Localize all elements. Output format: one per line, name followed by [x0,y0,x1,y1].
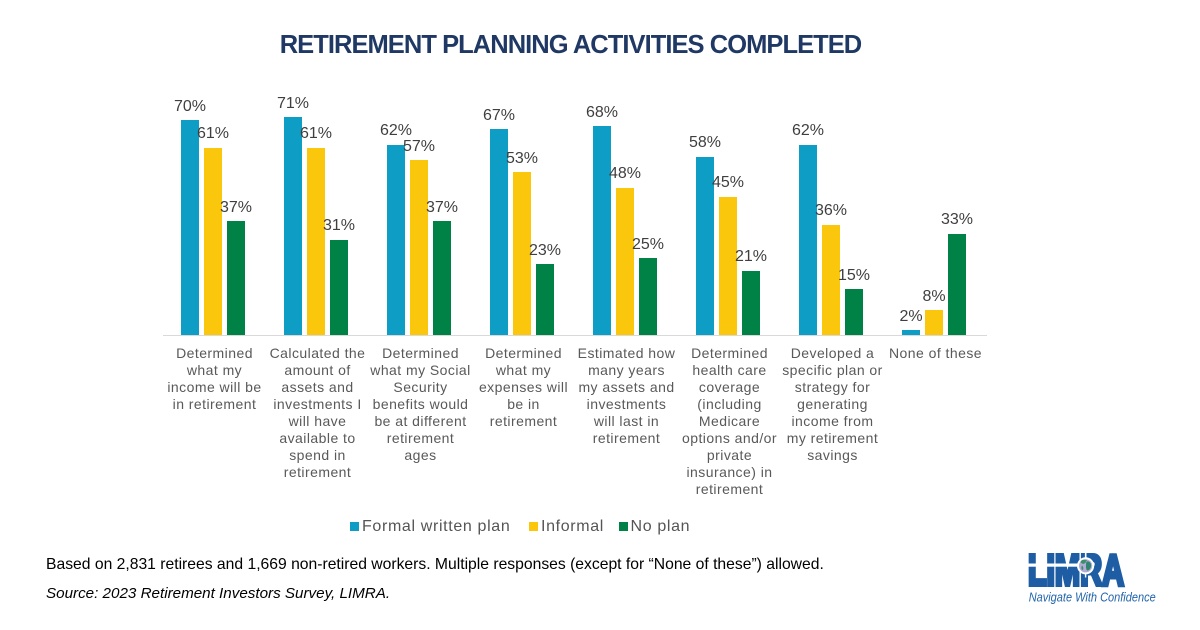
svg-text:LIMRA: LIMRA [1028,548,1124,595]
svg-text:Navigate With Confidence: Navigate With Confidence [1029,589,1156,604]
